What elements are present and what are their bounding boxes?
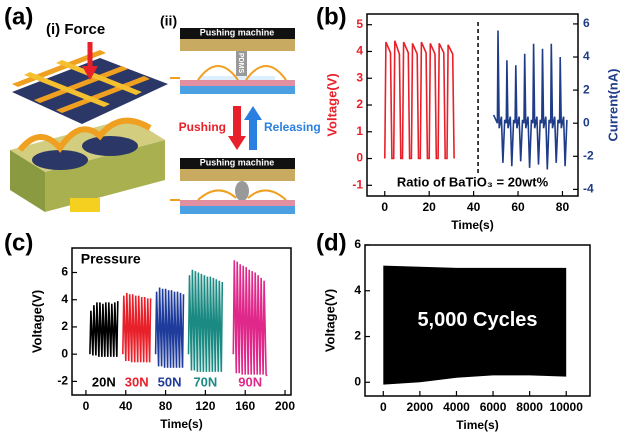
x-tick-label: 120 <box>195 399 215 413</box>
x-tick-label: 10000 <box>550 400 584 414</box>
y-tick-label: 2 <box>354 329 361 343</box>
label: Pushing machine <box>200 27 275 37</box>
x-tick-label: 0 <box>83 399 90 413</box>
x-tick-label: 20 <box>423 200 437 214</box>
panel-label: (a) <box>4 3 33 30</box>
label: (ii) <box>160 13 177 29</box>
series-label: 90N <box>238 374 262 389</box>
line-series <box>123 293 151 362</box>
x-tick-label: 80 <box>556 200 570 214</box>
line-series <box>385 41 454 159</box>
y2-tick-label: 2 <box>583 82 590 96</box>
y-tick-label: 2 <box>356 97 363 111</box>
x-tick-label: 0 <box>381 200 388 214</box>
y2-axis-label: Current(nA) <box>605 69 620 142</box>
x-tick-label: 80 <box>159 399 173 413</box>
electrode <box>70 198 100 212</box>
panel-a: (a) (i) Force (ii) Pushing machine PDMS … <box>4 3 321 214</box>
y2-tick-label: -4 <box>583 182 594 196</box>
x-tick-label: 2000 <box>407 400 434 414</box>
label: Releasing <box>264 120 321 134</box>
y-tick-label: 0 <box>354 374 361 388</box>
y-axis-label: Voltage(V) <box>324 73 339 136</box>
label: PDMS <box>237 53 244 74</box>
line-series <box>90 301 118 357</box>
y2-tick-label: 6 <box>583 16 590 30</box>
x-tick-label: 40 <box>119 399 133 413</box>
y-tick-label: 1 <box>356 124 363 138</box>
x-axis-label: Time(s) <box>456 418 498 432</box>
x-tick-label: 8000 <box>516 400 543 414</box>
series-label: 30N <box>125 374 149 389</box>
x-tick-label: 200 <box>275 399 295 413</box>
layer <box>180 80 295 86</box>
y2-tick-label: -2 <box>583 148 594 162</box>
series-label: 20N <box>92 374 116 389</box>
y-tick-label: 4 <box>354 283 361 297</box>
plot-frame <box>367 14 578 196</box>
figure: (a) (i) Force (ii) Pushing machine PDMS … <box>0 0 629 448</box>
x-axis-label: Time(s) <box>451 218 493 232</box>
y2-tick-label: 4 <box>583 49 590 63</box>
annotation: Pressure <box>81 250 141 266</box>
y2-tick-label: 0 <box>583 115 590 129</box>
y-tick-label: 6 <box>61 265 68 279</box>
y-tick-label: 4 <box>356 44 363 58</box>
y-axis-label: Voltage(V) <box>322 289 337 352</box>
y-tick-label: 6 <box>354 237 361 251</box>
hump <box>82 136 138 156</box>
series-label: 70N <box>193 374 217 389</box>
x-tick-label: 40 <box>467 200 481 214</box>
y-tick-label: 0 <box>356 151 363 165</box>
machine-plate <box>180 169 295 181</box>
x-tick-label: 160 <box>235 399 255 413</box>
line-series <box>494 31 567 170</box>
pdms <box>235 181 249 201</box>
line-series <box>156 288 184 368</box>
y-tick-label: 4 <box>61 292 68 306</box>
y-tick-label: 2 <box>61 319 68 333</box>
line-series <box>189 270 223 372</box>
line-series <box>233 260 267 376</box>
substrate <box>180 206 295 214</box>
layer <box>180 200 295 206</box>
x-tick-label: 0 <box>380 400 387 414</box>
annotation: 5,000 Cycles <box>417 309 537 331</box>
x-tick-label: 4000 <box>443 400 470 414</box>
y-tick-label: -1 <box>352 177 363 191</box>
y-tick-label: -2 <box>57 374 68 388</box>
x-tick-label: 6000 <box>480 400 507 414</box>
y-tick-label: 0 <box>61 346 68 360</box>
panel-label: (d) <box>316 229 347 256</box>
substrate <box>180 86 295 94</box>
label: Pushing <box>179 120 226 134</box>
series-label: 50N <box>158 374 182 389</box>
y-tick-label: 3 <box>356 70 363 84</box>
x-tick-label: 60 <box>511 200 525 214</box>
y-tick-label: 5 <box>356 17 363 31</box>
push-arrow-head <box>228 136 246 150</box>
label: (i) Force <box>46 21 105 38</box>
panel-label: (c) <box>4 229 33 256</box>
release-arrow-head <box>244 106 262 120</box>
label: Pushing machine <box>200 157 275 167</box>
machine-plate <box>180 39 295 51</box>
panel-label: (b) <box>316 3 347 30</box>
annotation: Ratio of BaTiO₃ = 20wt% <box>397 175 549 190</box>
x-axis-label: Time(s) <box>160 417 202 431</box>
y-axis-label: Voltage(V) <box>29 290 44 353</box>
hump <box>32 150 88 170</box>
